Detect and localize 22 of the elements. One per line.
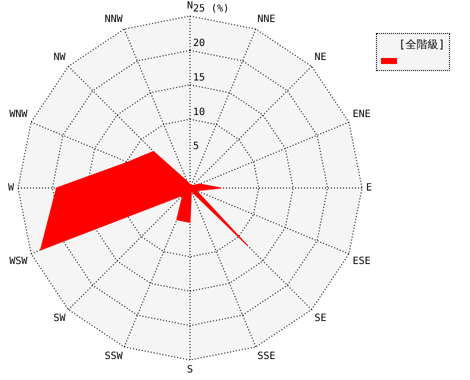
y-tick-label: 10 bbox=[193, 106, 206, 118]
spoke-label: ESE bbox=[352, 256, 371, 267]
spoke-label: SE bbox=[314, 313, 326, 324]
spoke-label: NE bbox=[314, 52, 326, 64]
spoke-label: E bbox=[366, 182, 372, 194]
y-tick-label: 20 bbox=[193, 38, 206, 49]
spoke-label: NW bbox=[54, 52, 67, 64]
spoke-label: NNW bbox=[104, 14, 124, 25]
spoke-label: ENE bbox=[352, 109, 371, 120]
spoke-label: WNW bbox=[9, 109, 28, 120]
spoke-label: WSW bbox=[9, 256, 28, 267]
y-tick-label: 15 bbox=[193, 72, 206, 84]
spoke-label: SSW bbox=[104, 351, 124, 362]
spoke-label: SSE bbox=[257, 351, 276, 362]
spoke-label: S bbox=[186, 364, 194, 376]
spoke-label: N bbox=[186, 0, 194, 12]
y-tick-label: 5 bbox=[193, 141, 200, 152]
spoke-label: W bbox=[8, 182, 15, 194]
y-tick-label: 25 (%) bbox=[193, 4, 230, 15]
spoke-label: SW bbox=[54, 313, 67, 324]
text: [全階級] bbox=[398, 37, 445, 52]
spoke-label: NNE bbox=[257, 14, 276, 25]
